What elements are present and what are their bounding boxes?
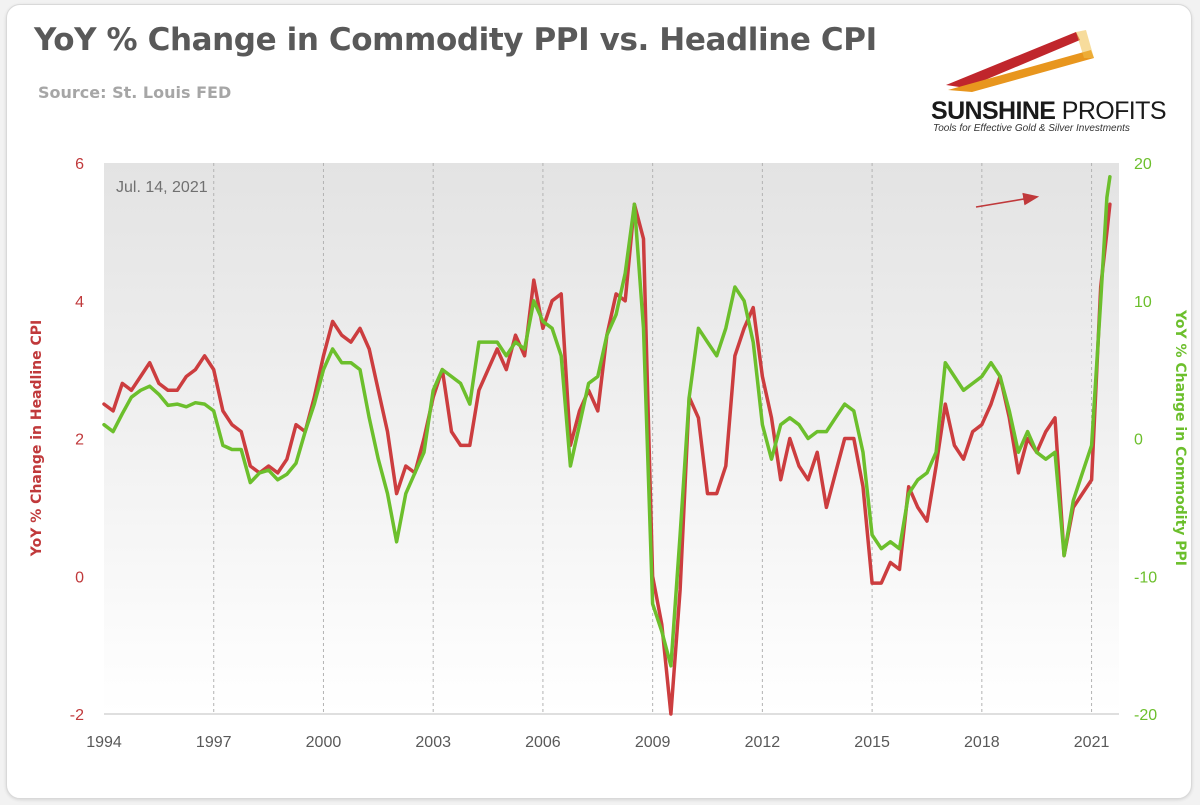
plot-area: [104, 163, 1119, 714]
sunshine-profits-logo: SUNSHINE PROFITS Tools for Effective Gol…: [926, 30, 1166, 142]
date-annotation: Jul. 14, 2021: [116, 179, 208, 196]
right-tick-0: 0: [1134, 432, 1143, 449]
x-tick-labels: 1994 1997 2000 2003 2006 2009 2012 2015 2018 2021: [86, 734, 1109, 751]
logo-swoosh-icon: [946, 30, 1094, 92]
logo-brand-bold: SUNSHINE: [931, 97, 1056, 125]
trend-arrow-icon: [975, 192, 1040, 208]
left-tick-2: 2: [75, 432, 84, 449]
x-tick-2003: 2003: [415, 734, 451, 751]
left-tick-6: 6: [75, 156, 84, 173]
left-tick--2: -2: [70, 707, 84, 724]
right-y-tick-labels: -20 -10 0 10 20: [1134, 156, 1157, 724]
right-tick--10: -10: [1134, 569, 1157, 586]
x-tick-1994: 1994: [86, 734, 122, 751]
left-tick-4: 4: [75, 294, 84, 311]
right-tick-20: 20: [1134, 156, 1152, 173]
x-tick-2006: 2006: [525, 734, 561, 751]
logo-brand: SUNSHINE PROFITS: [931, 97, 1166, 126]
right-tick-10: 10: [1134, 294, 1152, 311]
chart-source: Source: St. Louis FED: [38, 83, 232, 102]
left-axis-label: YoY % Change in Headline CPI: [29, 320, 45, 557]
chart-title: YoY % Change in Commodity PPI vs. Headli…: [34, 22, 877, 58]
x-tick-2015: 2015: [854, 734, 890, 751]
x-tick-2012: 2012: [745, 734, 781, 751]
left-tick-0: 0: [75, 569, 84, 586]
x-tick-2009: 2009: [635, 734, 671, 751]
commodity-ppi-line: [102, 175, 1112, 668]
vertical-grid: [213, 163, 1093, 714]
x-tick-2018: 2018: [964, 734, 1000, 751]
logo-tagline: Tools for Effective Gold & Silver Invest…: [933, 123, 1130, 134]
left-y-tick-labels: -2 0 2 4 6: [70, 156, 84, 724]
right-axis-label: YoY % Change in Commodity PPI: [1172, 309, 1188, 566]
series-layer: [102, 175, 1112, 716]
x-tick-2000: 2000: [306, 734, 342, 751]
x-tick-1997: 1997: [196, 734, 232, 751]
x-tick-2021: 2021: [1074, 734, 1110, 751]
logo-brand-light: PROFITS: [1061, 97, 1167, 125]
right-tick--20: -20: [1134, 707, 1157, 724]
headline-cpi-line: [102, 202, 1112, 716]
